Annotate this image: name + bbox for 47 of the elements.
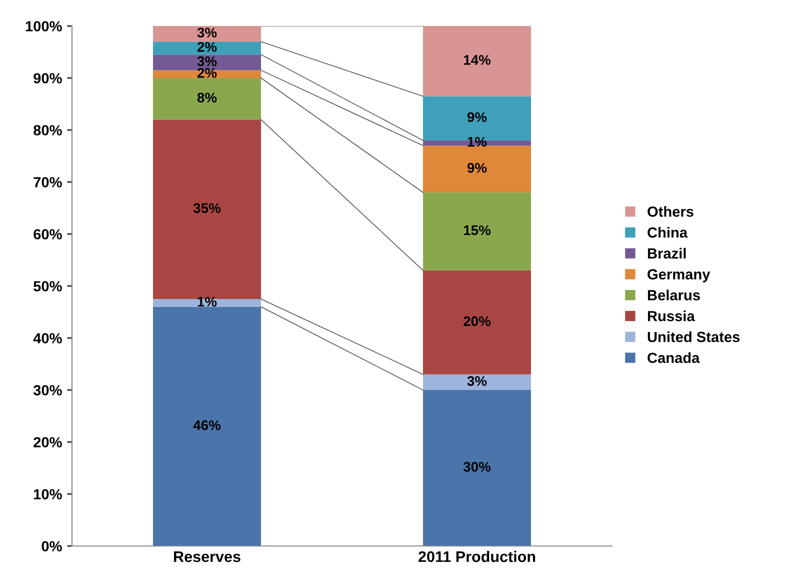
data-label: 3% bbox=[197, 28, 217, 38]
legend-label: Canada bbox=[648, 352, 700, 364]
data-label: 35% bbox=[193, 203, 221, 214]
data-label: 3% bbox=[467, 376, 487, 386]
y-tick-label: 40% bbox=[33, 333, 62, 344]
bar bbox=[153, 42, 261, 55]
data-label: 3% bbox=[197, 56, 217, 66]
data-label: 9% bbox=[467, 112, 487, 122]
bar bbox=[423, 390, 531, 546]
bar bbox=[423, 270, 531, 374]
y-tick-label: 80% bbox=[34, 125, 62, 136]
legend-label: United States bbox=[648, 331, 740, 342]
y-tick-label: 30% bbox=[33, 385, 62, 396]
y-tick-label: 90% bbox=[34, 73, 62, 84]
data-label: 8% bbox=[197, 92, 217, 103]
data-label: 14% bbox=[464, 55, 491, 65]
data-label: 9% bbox=[467, 162, 487, 173]
bar bbox=[153, 26, 261, 42]
legend-label: Russia bbox=[648, 310, 695, 322]
data-label: 2% bbox=[197, 42, 217, 52]
data-label: 2% bbox=[197, 68, 217, 78]
bar bbox=[423, 374, 531, 390]
bar bbox=[153, 78, 261, 120]
bar bbox=[423, 192, 531, 270]
data-label: 1% bbox=[198, 296, 217, 307]
legend-label: Germany bbox=[648, 269, 710, 282]
y-tick-label: 10% bbox=[34, 489, 62, 500]
y-tick-label: 100% bbox=[26, 21, 62, 32]
y-tick-label: 60% bbox=[34, 229, 62, 240]
legend-label: Brazil bbox=[648, 248, 686, 259]
y-tick-label: 20% bbox=[34, 437, 62, 448]
data-label: 20% bbox=[464, 316, 491, 326]
data-label: 46% bbox=[193, 420, 221, 430]
x-tick-label: 2011 Production bbox=[418, 550, 536, 562]
bar bbox=[423, 26, 531, 96]
data-label: 30% bbox=[463, 462, 491, 472]
bar bbox=[153, 306, 261, 546]
legend-label: China bbox=[648, 226, 688, 238]
legend-label: Others bbox=[648, 206, 694, 217]
y-tick-label: 50% bbox=[34, 281, 62, 292]
data-label: 15% bbox=[464, 225, 491, 236]
bar bbox=[153, 70, 261, 78]
bar bbox=[423, 146, 531, 192]
y-tick-label: 70% bbox=[34, 177, 62, 188]
legend-label: Belarus bbox=[648, 290, 700, 300]
x-tick-label: Reserves bbox=[174, 551, 240, 562]
y-tick-label: 0% bbox=[42, 541, 62, 552]
